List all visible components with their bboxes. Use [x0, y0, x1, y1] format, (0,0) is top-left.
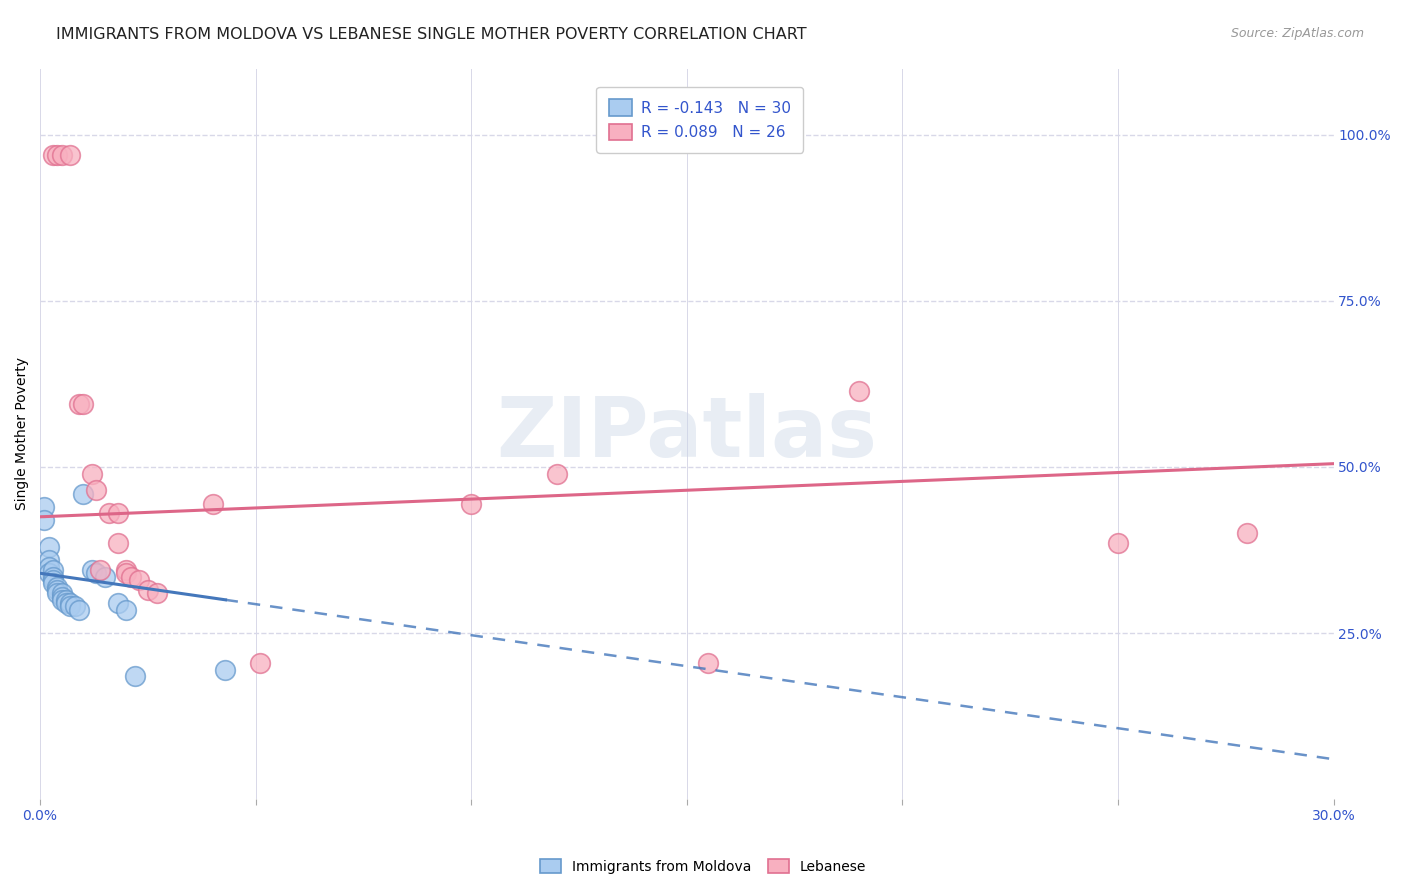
Text: Source: ZipAtlas.com: Source: ZipAtlas.com: [1230, 27, 1364, 40]
Point: [460, 496, 482, 510]
Point: [59, 599, 82, 614]
Point: [38, 553, 60, 567]
Point: [249, 656, 271, 670]
Point: [46, 580, 69, 594]
Point: [120, 569, 142, 583]
Point: [63, 599, 86, 614]
Point: [115, 566, 138, 581]
Point: [55, 596, 77, 610]
Point: [34, 500, 56, 514]
Point: [546, 467, 568, 481]
Point: [80, 563, 103, 577]
Point: [42, 563, 65, 577]
Point: [42, 576, 65, 591]
Point: [72, 486, 94, 500]
Legend: Immigrants from Moldova, Lebanese: Immigrants from Moldova, Lebanese: [533, 852, 873, 880]
Point: [42, 148, 65, 162]
Point: [51, 148, 73, 162]
Point: [107, 507, 129, 521]
Legend: R = -0.143   N = 30, R = 0.089   N = 26: R = -0.143 N = 30, R = 0.089 N = 26: [596, 87, 803, 153]
Point: [1236, 526, 1258, 541]
Point: [94, 569, 117, 583]
Point: [84, 483, 107, 498]
Point: [46, 148, 69, 162]
Point: [107, 596, 129, 610]
Point: [59, 596, 82, 610]
Point: [107, 536, 129, 550]
Text: IMMIGRANTS FROM MOLDOVA VS LEBANESE SINGLE MOTHER POVERTY CORRELATION CHART: IMMIGRANTS FROM MOLDOVA VS LEBANESE SING…: [56, 27, 807, 42]
Point: [46, 582, 69, 597]
Point: [214, 663, 236, 677]
Point: [42, 569, 65, 583]
Point: [46, 586, 69, 600]
Point: [55, 592, 77, 607]
Point: [51, 586, 73, 600]
Point: [848, 384, 870, 398]
Point: [84, 566, 107, 581]
Point: [38, 566, 60, 581]
Y-axis label: Single Mother Poverty: Single Mother Poverty: [15, 358, 30, 510]
Point: [115, 563, 138, 577]
Point: [115, 603, 138, 617]
Text: ZIPatlas: ZIPatlas: [496, 393, 877, 475]
Point: [67, 397, 90, 411]
Point: [697, 656, 720, 670]
Point: [51, 590, 73, 604]
Point: [59, 148, 82, 162]
Point: [80, 467, 103, 481]
Point: [201, 496, 224, 510]
Point: [38, 540, 60, 554]
Point: [89, 563, 111, 577]
Point: [124, 669, 146, 683]
Point: [34, 513, 56, 527]
Point: [136, 582, 159, 597]
Point: [67, 603, 90, 617]
Point: [72, 397, 94, 411]
Point: [51, 592, 73, 607]
Point: [42, 573, 65, 587]
Point: [145, 586, 167, 600]
Point: [38, 559, 60, 574]
Point: [1107, 536, 1129, 550]
Point: [128, 573, 150, 587]
Point: [98, 507, 121, 521]
